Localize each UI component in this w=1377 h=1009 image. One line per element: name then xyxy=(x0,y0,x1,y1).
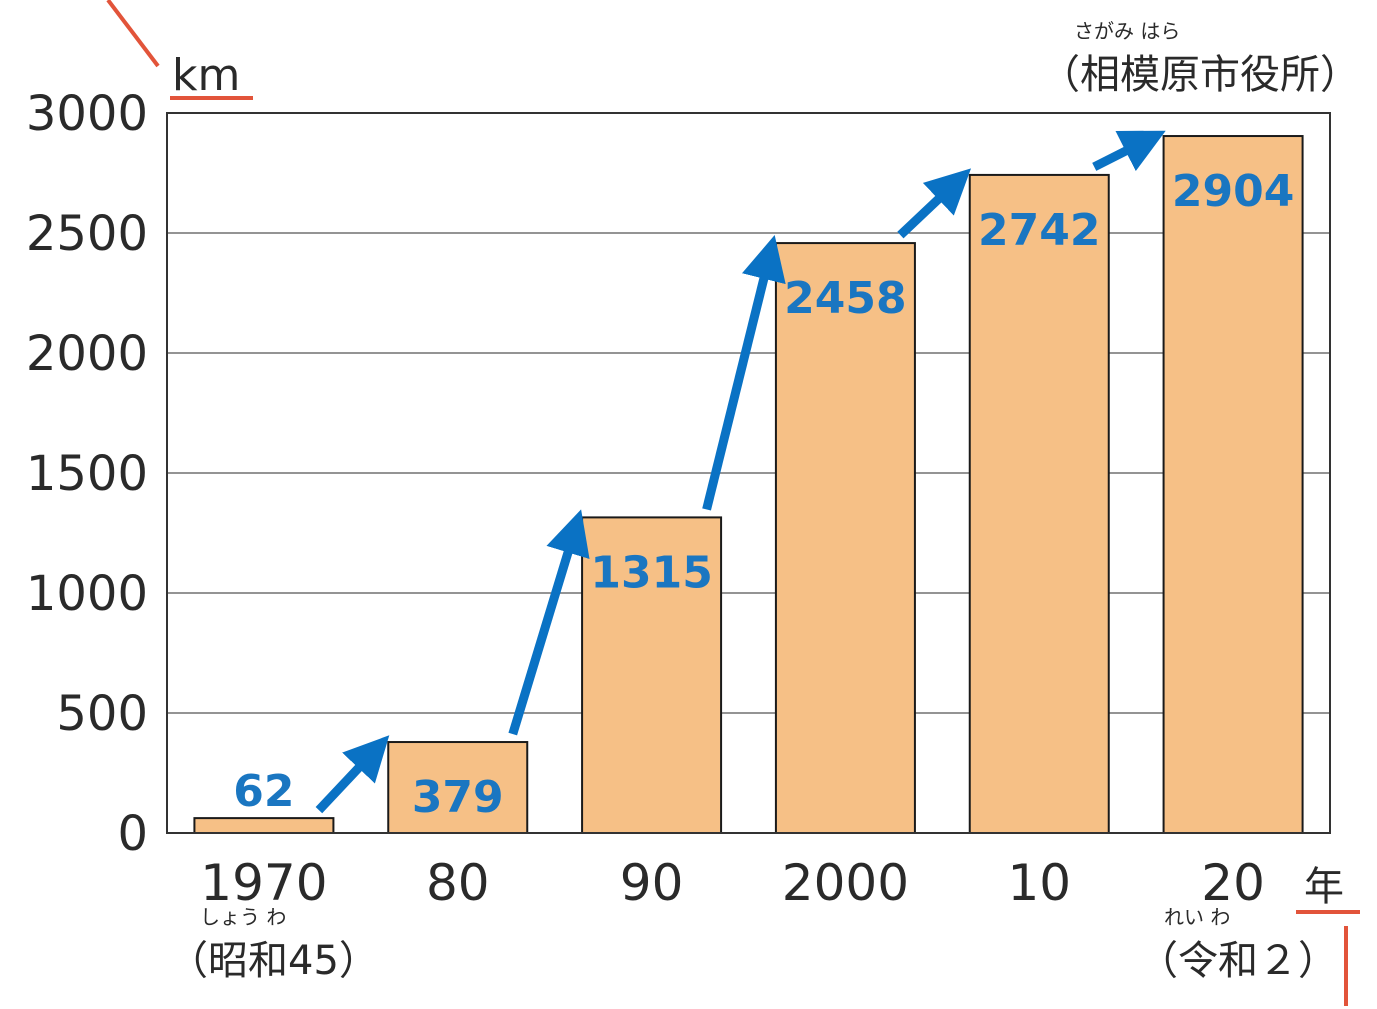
trend-arrow xyxy=(897,168,972,239)
y-tick-label: 1000 xyxy=(26,566,148,622)
bar xyxy=(1162,135,1304,835)
source-label: （相模原市役所） xyxy=(1040,52,1360,98)
value-labels: 62 379 1315 2458 2742 2904 xyxy=(233,166,1294,823)
y-tick-label: 1500 xyxy=(26,446,148,502)
y-tick-label: 3000 xyxy=(26,86,148,142)
plot-frame xyxy=(166,112,1331,834)
trend-arrow xyxy=(315,735,390,814)
x-tick-label: 1970 xyxy=(200,854,327,912)
y-axis-ticks: 0 500 1000 1500 2000 2500 3000 xyxy=(26,86,148,862)
x-tick-label: 90 xyxy=(620,854,684,912)
accent-line-top-left xyxy=(106,0,160,68)
trend-arrow xyxy=(702,235,786,511)
data-label: 1315 xyxy=(590,547,712,598)
y-tick-label: 500 xyxy=(56,686,148,742)
source-ruby: さがみ はら xyxy=(1074,19,1180,43)
data-label: 62 xyxy=(233,766,294,817)
data-label: 2904 xyxy=(1172,166,1294,217)
trend-arrows xyxy=(315,130,1166,814)
bars xyxy=(193,135,1304,835)
y-tick-label: 2500 xyxy=(26,206,148,262)
x-tick-label: 2000 xyxy=(782,854,909,912)
data-label: 379 xyxy=(412,772,504,823)
y-tick-label: 2000 xyxy=(26,326,148,382)
data-label: 2458 xyxy=(784,273,906,324)
era-ruby-showa: しょう わ xyxy=(200,905,286,929)
x-tick-label: 20 xyxy=(1201,854,1265,912)
bar xyxy=(968,173,1110,835)
y-unit-label: km xyxy=(172,50,240,101)
bar xyxy=(774,242,916,834)
era-label-reiwa: （令和２） xyxy=(1138,938,1338,984)
bar xyxy=(581,516,723,835)
x-tick-label: 80 xyxy=(426,854,490,912)
era-ruby-reiwa: れい わ xyxy=(1164,905,1230,929)
bar xyxy=(193,817,335,834)
trend-arrow xyxy=(1092,130,1166,172)
era-label-showa: （昭和45） xyxy=(168,938,379,984)
x-tick-label: 10 xyxy=(1007,854,1071,912)
x-axis-ticks: 1970 80 90 2000 10 20 xyxy=(200,854,1265,912)
x-unit-label: 年 xyxy=(1304,864,1344,910)
bar xyxy=(387,741,529,834)
trend-arrow xyxy=(508,509,590,736)
gridlines xyxy=(167,232,1330,714)
data-label: 2742 xyxy=(978,205,1100,256)
y-tick-label: 0 xyxy=(117,806,148,862)
